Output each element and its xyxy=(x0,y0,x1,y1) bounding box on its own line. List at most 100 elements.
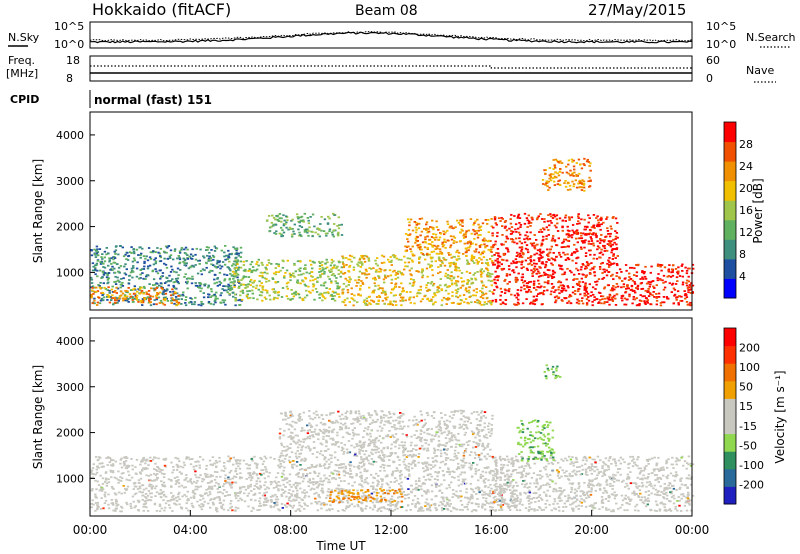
heatmap-cell xyxy=(305,294,309,297)
heatmap-cell xyxy=(288,226,292,229)
heatmap-cell xyxy=(485,492,488,495)
heatmap-cell xyxy=(214,295,217,298)
heatmap-cell xyxy=(595,217,598,219)
heatmap-cell xyxy=(510,214,513,216)
heatmap-cell xyxy=(437,290,441,293)
heatmap-cell xyxy=(503,227,507,229)
heatmap-cell xyxy=(306,505,309,507)
heatmap-cell xyxy=(218,456,221,459)
heatmap-cell xyxy=(475,291,478,294)
heatmap-cell xyxy=(574,251,577,253)
heatmap-cell xyxy=(160,285,163,288)
heatmap-cell xyxy=(205,266,208,269)
heatmap-cell xyxy=(432,466,435,468)
heatmap-cell xyxy=(600,251,603,254)
heatmap-cell xyxy=(152,250,155,253)
heatmap-cell xyxy=(319,480,322,483)
heatmap-cell xyxy=(151,284,155,286)
heatmap-cell xyxy=(105,457,108,460)
heatmap-cell xyxy=(480,280,483,283)
heatmap-cell xyxy=(365,481,368,484)
heatmap-cell xyxy=(443,264,447,267)
heatmap-cell xyxy=(202,497,205,500)
heatmap-cell xyxy=(249,284,252,286)
heatmap-cell xyxy=(563,297,567,300)
heatmap-cell xyxy=(321,266,324,269)
heatmap-cell xyxy=(297,216,300,219)
heatmap-cell xyxy=(328,278,331,280)
heatmap-cell xyxy=(348,264,352,267)
heatmap-cell xyxy=(328,509,331,512)
heatmap-cell xyxy=(504,299,508,301)
heatmap-cell xyxy=(566,257,570,259)
heatmap-cell xyxy=(443,258,446,261)
heatmap-cell xyxy=(97,506,100,508)
heatmap-cell xyxy=(215,247,219,250)
heatmap-cell xyxy=(223,278,227,281)
heatmap-cell xyxy=(123,456,126,459)
heatmap-cell xyxy=(586,263,589,265)
heatmap-cell xyxy=(553,296,557,299)
heatmap-cell xyxy=(536,286,539,288)
heatmap-cell xyxy=(233,247,237,250)
heatmap-cell xyxy=(107,296,110,299)
heatmap-cell xyxy=(398,286,401,288)
heatmap-cell xyxy=(242,260,245,263)
heatmap-cell xyxy=(400,282,403,285)
heatmap-cell xyxy=(452,277,455,280)
heatmap-cell xyxy=(187,456,190,459)
heatmap-cell xyxy=(123,463,126,465)
heatmap-cell xyxy=(331,290,335,293)
heatmap-cell xyxy=(102,488,105,491)
heatmap-cell xyxy=(427,457,430,459)
heatmap-cell xyxy=(274,493,277,496)
heatmap-cell xyxy=(352,304,355,307)
heatmap-cell xyxy=(588,229,592,231)
heatmap-cell xyxy=(248,269,251,272)
heatmap-cell xyxy=(299,464,302,466)
heatmap-cell xyxy=(591,286,595,289)
heatmap-cell xyxy=(261,285,265,288)
heatmap-cell xyxy=(326,232,329,235)
heatmap-cell xyxy=(106,464,109,466)
heatmap-cell xyxy=(315,291,319,293)
heatmap-cell xyxy=(96,304,99,306)
heatmap-cell xyxy=(614,230,617,232)
heatmap-cell xyxy=(184,299,187,301)
heatmap-cell xyxy=(402,290,405,292)
heatmap-cell xyxy=(584,228,587,231)
heatmap-cell xyxy=(171,299,174,302)
heatmap-cell xyxy=(101,271,105,273)
heatmap-cell xyxy=(98,248,102,250)
colorbar-tick-label: 8 xyxy=(739,248,746,261)
heatmap-cell xyxy=(423,240,427,243)
heatmap-cell xyxy=(277,291,280,293)
heatmap-cell xyxy=(101,477,105,480)
heatmap-cell xyxy=(175,298,178,301)
heatmap-cell xyxy=(303,230,307,233)
heatmap-cell xyxy=(580,218,583,221)
heatmap-cell xyxy=(511,465,515,467)
heatmap-cell xyxy=(208,259,211,262)
heatmap-cell xyxy=(460,504,464,506)
heatmap-cell xyxy=(187,509,190,512)
heatmap-cell xyxy=(427,228,430,230)
heatmap-cell xyxy=(288,496,292,498)
heatmap-cell xyxy=(120,290,123,293)
heatmap-cell xyxy=(452,493,456,495)
heatmap-cell xyxy=(545,261,548,263)
heatmap-cell xyxy=(388,261,391,263)
heatmap-cell xyxy=(618,268,622,271)
heatmap-cell xyxy=(435,226,439,228)
heatmap-cell xyxy=(234,493,238,496)
heatmap-cell xyxy=(110,257,113,260)
heatmap-cell xyxy=(189,463,193,466)
heatmap-cell xyxy=(287,499,291,502)
heatmap-cell xyxy=(640,300,643,302)
heatmap-cell xyxy=(142,509,145,512)
heatmap-cell xyxy=(295,455,298,458)
heatmap-cell xyxy=(109,268,112,271)
heatmap-cell xyxy=(448,297,451,300)
heatmap-cell xyxy=(561,273,564,276)
heatmap-cell xyxy=(340,480,343,482)
